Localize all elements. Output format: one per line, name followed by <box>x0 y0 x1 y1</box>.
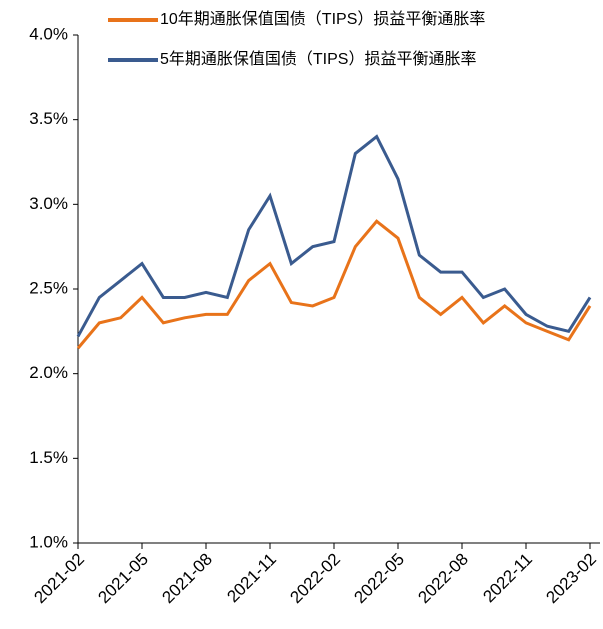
x-tick-label: 2022-05 <box>350 550 408 608</box>
line-series <box>76 134 592 338</box>
x-tick-label: 2021-02 <box>30 550 88 608</box>
line-series <box>76 219 592 350</box>
y-tick-label: 1.0% <box>29 532 68 551</box>
y-tick-label: 2.5% <box>29 278 68 297</box>
y-tick-label: 4.0% <box>29 24 68 43</box>
legend-label: 10年期通胀保值国债（TIPS）损益平衡通胀率 <box>160 10 485 28</box>
y-tick-label: 3.5% <box>29 109 68 128</box>
x-tick-label: 2021-05 <box>94 550 152 608</box>
x-tick-label: 2021-08 <box>158 550 216 608</box>
x-tick-label: 2022-11 <box>479 550 536 607</box>
legend-label: 5年期通胀保值国债（TIPS）损益平衡通胀率 <box>160 50 476 68</box>
x-tick-label: 2021-11 <box>223 550 280 607</box>
y-tick-label: 1.5% <box>29 448 68 467</box>
y-tick-label: 3.0% <box>29 194 68 213</box>
x-tick-label: 2022-02 <box>286 550 344 608</box>
x-tick-label: 2022-08 <box>414 550 472 608</box>
y-tick-label: 2.0% <box>29 363 68 382</box>
x-tick-label: 2023-02 <box>542 550 600 608</box>
